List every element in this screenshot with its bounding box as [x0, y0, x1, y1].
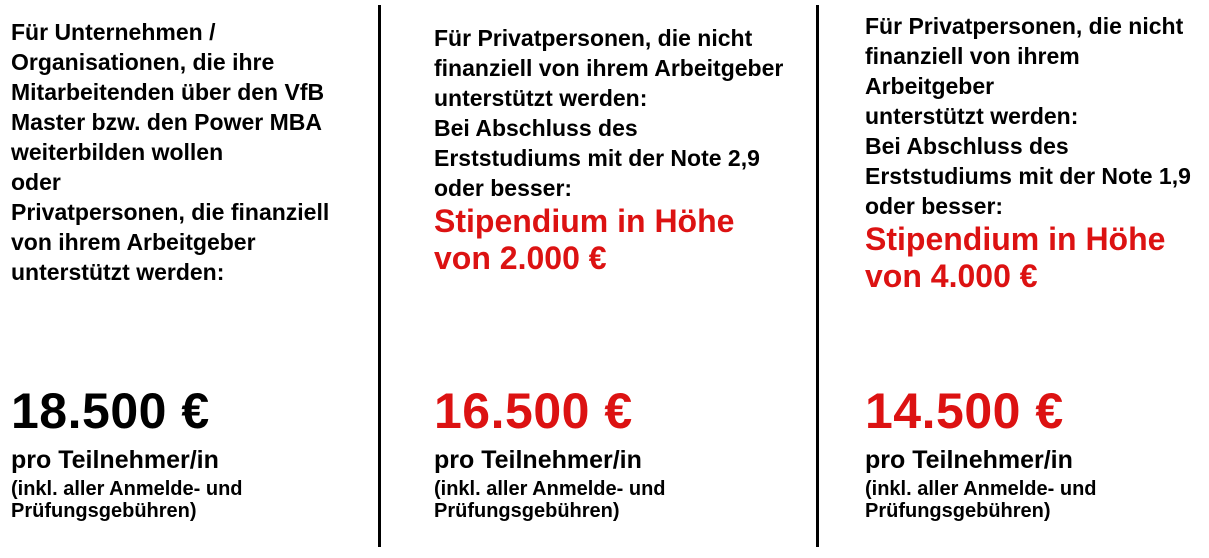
- price-note: (inkl. aller Anmelde- und Prüfungsgebühr…: [865, 478, 1097, 522]
- audience-text: Für Privatpersonen, die nicht finanziell…: [865, 13, 1184, 129]
- price-amount: 16.500 €: [434, 383, 633, 439]
- price-unit: pro Teilnehmer/in: [11, 446, 219, 474]
- price-unit: pro Teilnehmer/in: [434, 446, 642, 474]
- price-unit: pro Teilnehmer/in: [865, 446, 1073, 474]
- column-divider-1: [378, 5, 381, 547]
- column-divider-2: [816, 5, 819, 547]
- price-block-private-2000: 16.500 € pro Teilnehmer/in (inkl. aller …: [434, 386, 666, 522]
- audience-text: Privatpersonen, die finanziell von ihrem…: [11, 199, 330, 285]
- price-amount: 14.500 €: [865, 383, 1064, 439]
- price-block-private-4000: 14.500 € pro Teilnehmer/in (inkl. aller …: [865, 386, 1097, 522]
- price-block-corporate: 18.500 € pro Teilnehmer/in (inkl. aller …: [11, 386, 243, 522]
- condition-text: Bei Abschluss des Erststudiums mit der N…: [434, 115, 760, 201]
- condition-text: Bei Abschluss des Erststudiums mit der N…: [865, 133, 1191, 219]
- connector-text: oder: [11, 169, 61, 195]
- pricing-column-private-2000: Für Privatpersonen, die nicht finanziell…: [434, 23, 812, 277]
- pricing-column-private-4000: Für Privatpersonen, die nicht finanziell…: [865, 11, 1209, 295]
- price-note: (inkl. aller Anmelde- und Prüfungsgebühr…: [11, 478, 243, 522]
- eligibility-text: Für Unternehmen / Organisationen, die ih…: [11, 19, 325, 165]
- scholarship-text: Stipendium in Höhe von 4.000 €: [865, 221, 1166, 294]
- scholarship-text: Stipendium in Höhe von 2.000 €: [434, 203, 735, 276]
- price-amount: 18.500 €: [11, 383, 210, 439]
- pricing-column-corporate: Für Unternehmen / Organisationen, die ih…: [11, 17, 377, 287]
- audience-text: Für Privatpersonen, die nicht finanziell…: [434, 25, 784, 111]
- price-note: (inkl. aller Anmelde- und Prüfungsgebühr…: [434, 478, 666, 522]
